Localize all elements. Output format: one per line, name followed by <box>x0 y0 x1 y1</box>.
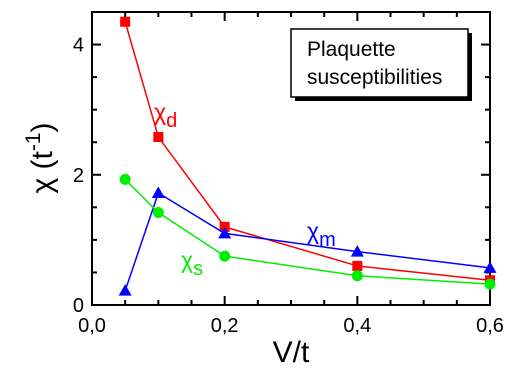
series-point-m <box>350 245 364 257</box>
series-point-m <box>483 261 497 273</box>
x-ticks: 0,0 0,2 0,4 0,6 <box>78 12 504 337</box>
x-axis-title: V/t <box>273 336 310 369</box>
y-axis-title: χ (t-1) <box>22 122 59 193</box>
series-point-d <box>219 221 230 232</box>
series-label-s: χs <box>181 247 203 280</box>
series-point-d <box>352 260 363 271</box>
x-tick-label: 0,2 <box>211 315 239 337</box>
x-tick-label: 0,4 <box>343 315 371 337</box>
series-point-s <box>351 270 363 282</box>
series-label-s-sub: s <box>193 258 203 280</box>
series-point-s <box>484 278 496 290</box>
series-label-s-symbol: χ <box>181 247 193 273</box>
series-label-d-sub: d <box>166 110 177 132</box>
legend-box: Plaquette susceptibilities <box>290 28 472 101</box>
series-label-m-symbol: χ <box>307 218 319 244</box>
series-point-s <box>152 207 164 219</box>
series-point-d <box>153 132 164 143</box>
series-point-s <box>219 250 231 262</box>
y-axis-title-sup: -1 <box>22 132 45 151</box>
y-tick-label: 2 <box>73 165 84 187</box>
series-label-d: χd <box>154 99 177 132</box>
series-label-d-symbol: χ <box>154 99 166 125</box>
series-label-m: χm <box>307 218 336 251</box>
legend-box-line-2: susceptibilities <box>307 66 442 89</box>
y-axis-title-base: χ (t <box>26 150 59 193</box>
y-tick-label: 4 <box>73 35 84 57</box>
series-point-s <box>119 173 131 185</box>
y-tick-label: 0 <box>73 295 84 317</box>
y-axis-title-close: ) <box>26 122 59 132</box>
legend-box-frame <box>290 28 469 98</box>
series-point-d <box>120 16 131 27</box>
series-point-m <box>218 226 232 239</box>
series-point-m <box>151 186 165 199</box>
legend-box-line-1: Plaquette <box>307 38 396 61</box>
series-label-m-sub: m <box>319 229 336 251</box>
x-tick-label: 0,6 <box>476 315 504 337</box>
series-point-m <box>118 284 132 296</box>
series-layer <box>118 16 497 296</box>
x-tick-label: 0,0 <box>78 315 106 337</box>
